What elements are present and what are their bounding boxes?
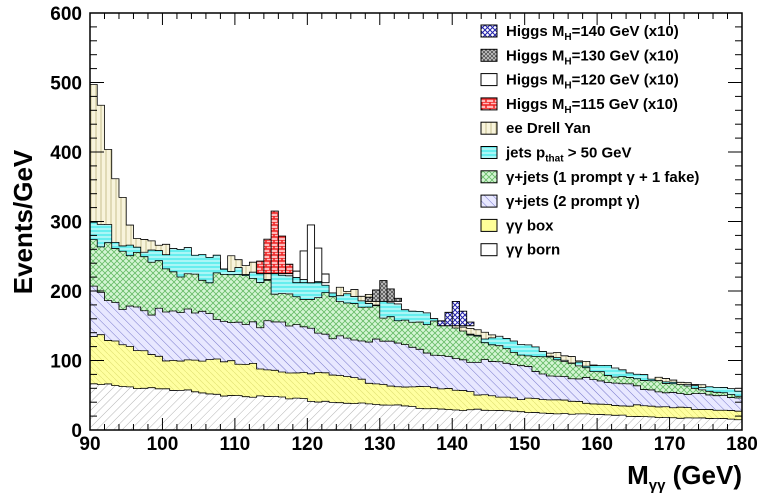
legend-swatch [480, 48, 498, 62]
legend-label: γγ born [506, 242, 560, 259]
legend-entry: ee Drell Yan [480, 120, 591, 137]
legend-swatch [480, 218, 498, 232]
series-born [90, 383, 742, 430]
legend-entry: γγ born [480, 242, 560, 259]
axis-tick-labels: 90 100 110 120 130 140 150 160 170 180 0 100 200 300 4… [50, 4, 758, 455]
legend-label: γ+jets (2 prompt γ) [506, 193, 640, 210]
higgs-peak-130 [364, 280, 402, 302]
legend-swatch [480, 170, 498, 184]
legend: Higgs MH=140 GeV (x10) Higgs MH=130 GeV (… [480, 23, 699, 259]
legend-label: ee Drell Yan [506, 120, 591, 137]
y-axis-title: Events/GeV [8, 149, 38, 294]
legend-swatch [480, 243, 498, 257]
y-tick-label: 100 [50, 352, 82, 373]
x-tick-label: 130 [364, 434, 396, 455]
legend-entry: jets pthat > 50 GeV [480, 145, 632, 165]
legend-label: Higgs MH=120 GeV (x10) [506, 72, 679, 92]
legend-swatch [480, 146, 498, 159]
x-tick-label: 160 [581, 434, 613, 455]
x-axis-title: Mγγ (GeV) [627, 460, 742, 494]
higgs-peak-140 [437, 300, 475, 327]
x-axis-title-units: (GeV) [665, 460, 742, 490]
legend-label: γ+jets (1 prompt γ + 1 fake) [506, 169, 699, 186]
x-axis-title-sub: γγ [649, 477, 666, 494]
legend-label: Higgs MH=115 GeV (x10) [506, 96, 678, 116]
x-tick-label: 170 [654, 434, 686, 455]
x-tick-label: 100 [147, 434, 179, 455]
x-tick-label: 90 [79, 434, 100, 455]
legend-entry: γγ box [480, 217, 554, 234]
axis-ticks [89, 12, 743, 431]
y-tick-label: 0 [71, 421, 82, 442]
y-tick-label: 500 [50, 74, 82, 95]
x-axis-title-main: M [627, 460, 649, 490]
legend-entry: Higgs MH=120 GeV (x10) [480, 72, 679, 92]
legend-label: Higgs MH=130 GeV (x10) [506, 47, 679, 67]
legend-swatch [480, 73, 498, 87]
legend-entry: γ+jets (2 prompt γ) [480, 193, 640, 210]
x-tick-label: 150 [509, 434, 541, 455]
legend-swatch [480, 97, 498, 111]
legend-label: Higgs MH=140 GeV (x10) [506, 23, 679, 43]
y-tick-label: 400 [50, 143, 82, 164]
legend-entry: Higgs MH=130 GeV (x10) [480, 47, 679, 67]
x-tick-label: 110 [220, 434, 251, 455]
y-tick-label: 300 [50, 213, 82, 234]
legend-swatch [480, 24, 498, 38]
legend-swatch [480, 194, 498, 208]
legend-entry: γ+jets (1 prompt γ + 1 fake) [480, 169, 699, 186]
legend-label: jets pthat > 50 GeV [505, 145, 632, 165]
legend-swatch [480, 121, 498, 135]
x-tick-label: 140 [436, 434, 468, 455]
x-tick-label: 180 [726, 434, 758, 455]
legend-entry: Higgs MH=140 GeV (x10) [480, 23, 679, 43]
y-tick-label: 200 [50, 282, 82, 303]
y-tick-label: 600 [50, 4, 82, 25]
x-tick-label: 120 [291, 434, 323, 455]
higgs-peak-115 [256, 210, 294, 275]
legend-label: γγ box [506, 217, 554, 234]
legend-entry: Higgs MH=115 GeV (x10) [480, 96, 678, 116]
higgs-peak-120 [292, 224, 330, 284]
plot-area [90, 84, 742, 430]
